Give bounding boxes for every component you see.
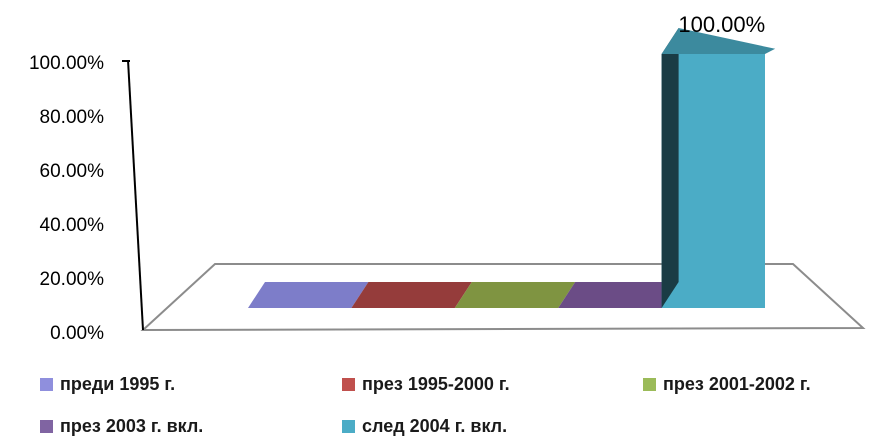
bar-top (558, 282, 679, 308)
y-tick-label: 60.00% (40, 161, 105, 182)
chart-floor (140, 263, 866, 332)
bar-front (661, 54, 765, 308)
y-axis (127, 59, 144, 331)
y-tick-label: 100.00% (29, 53, 104, 74)
bar (454, 282, 576, 308)
bars (248, 28, 776, 308)
data-label: 100.00% (678, 12, 765, 37)
data-labels: 100.00% (678, 12, 765, 37)
bar (661, 28, 776, 308)
y-tick-label: 80.00% (40, 107, 105, 128)
y-tick-label: 40.00% (40, 215, 105, 236)
bar (248, 282, 369, 308)
bar (351, 282, 472, 308)
bar (558, 282, 679, 308)
y-tick-labels: 0.00% 20.00% 40.00% 60.00% 80.00% 100.00% (29, 53, 104, 344)
bar-top (351, 282, 472, 308)
bar-side (661, 28, 679, 308)
bar-top (248, 282, 369, 308)
y-tick-label: 20.00% (40, 269, 105, 290)
bar-top (454, 282, 576, 308)
y-tick-label: 0.00% (50, 323, 104, 344)
bar-top (661, 28, 776, 54)
